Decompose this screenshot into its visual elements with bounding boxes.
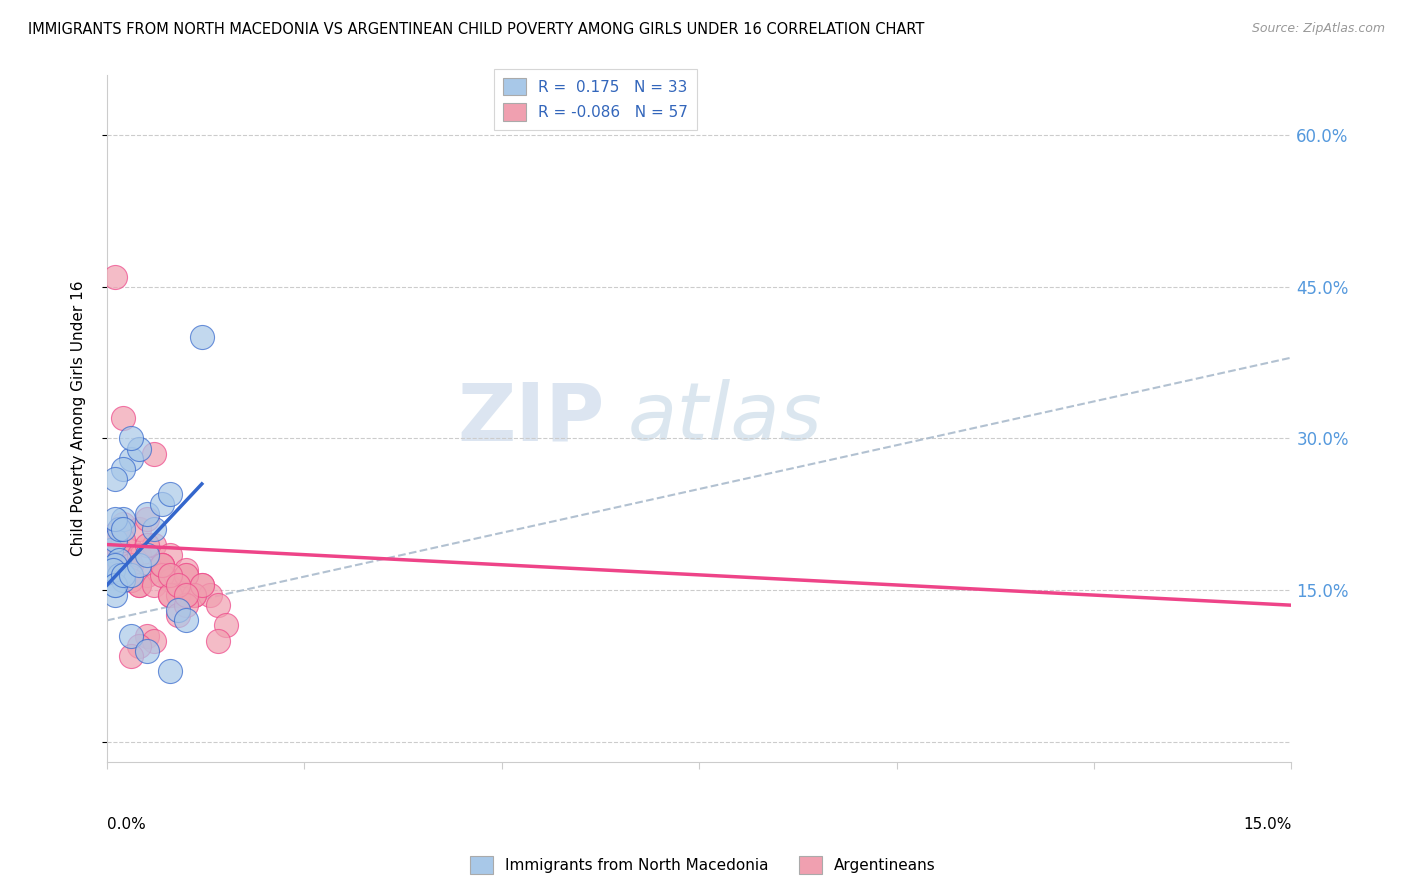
Point: [128, 442, 150, 456]
Point: [120, 648, 142, 663]
Point: [104, 533, 127, 547]
Point: [128, 578, 150, 592]
Point: [198, 588, 221, 602]
Text: IMMIGRANTS FROM NORTH MACEDONIA VS ARGENTINEAN CHILD POVERTY AMONG GIRLS UNDER 1: IMMIGRANTS FROM NORTH MACEDONIA VS ARGEN…: [28, 22, 925, 37]
Point: [150, 558, 173, 572]
Point: [207, 633, 229, 648]
Point: [111, 533, 134, 547]
Point: [159, 548, 181, 562]
Text: Source: ZipAtlas.com: Source: ZipAtlas.com: [1251, 22, 1385, 36]
Point: [167, 603, 190, 617]
Point: [150, 567, 173, 582]
Point: [159, 573, 181, 587]
Point: [159, 588, 181, 602]
Point: [104, 512, 127, 526]
Point: [111, 567, 134, 582]
Point: [214, 618, 236, 632]
Point: [135, 508, 157, 522]
Point: [143, 537, 166, 551]
Point: [174, 598, 197, 612]
Point: [120, 573, 142, 587]
Point: [174, 563, 197, 577]
Point: [135, 567, 157, 582]
Point: [183, 588, 205, 602]
Legend: Immigrants from North Macedonia, Argentineans: Immigrants from North Macedonia, Argenti…: [464, 850, 942, 880]
Point: [159, 487, 181, 501]
Point: [104, 578, 127, 592]
Text: ZIP: ZIP: [457, 379, 605, 458]
Point: [108, 558, 131, 572]
Point: [111, 567, 134, 582]
Point: [207, 598, 229, 612]
Point: [104, 533, 127, 547]
Point: [120, 628, 142, 642]
Text: 15.0%: 15.0%: [1243, 817, 1292, 832]
Legend: R =  0.175   N = 33, R = -0.086   N = 57: R = 0.175 N = 33, R = -0.086 N = 57: [494, 69, 697, 129]
Point: [104, 472, 127, 486]
Point: [150, 558, 173, 572]
Point: [108, 542, 131, 557]
Point: [135, 643, 157, 657]
Point: [104, 558, 127, 572]
Point: [174, 613, 197, 627]
Point: [150, 558, 173, 572]
Point: [143, 522, 166, 536]
Text: atlas: atlas: [628, 379, 823, 458]
Y-axis label: Child Poverty Among Girls Under 16: Child Poverty Among Girls Under 16: [72, 280, 86, 556]
Point: [135, 628, 157, 642]
Point: [103, 563, 125, 577]
Point: [191, 578, 214, 592]
Point: [120, 542, 142, 557]
Point: [104, 548, 127, 562]
Point: [167, 578, 190, 592]
Point: [128, 522, 150, 536]
Point: [167, 608, 190, 623]
Point: [100, 537, 122, 551]
Point: [108, 522, 131, 536]
Point: [159, 567, 181, 582]
Point: [143, 447, 166, 461]
Point: [111, 512, 134, 526]
Point: [135, 537, 157, 551]
Point: [167, 578, 190, 592]
Point: [143, 633, 166, 648]
Point: [174, 588, 197, 602]
Point: [135, 512, 157, 526]
Point: [104, 527, 127, 541]
Point: [128, 639, 150, 653]
Point: [120, 558, 142, 572]
Point: [159, 664, 181, 678]
Point: [120, 558, 142, 572]
Point: [191, 330, 214, 344]
Point: [111, 517, 134, 532]
Point: [104, 578, 127, 592]
Point: [167, 588, 190, 602]
Point: [111, 573, 134, 587]
Point: [174, 567, 197, 582]
Point: [150, 558, 173, 572]
Point: [174, 567, 197, 582]
Point: [120, 451, 142, 466]
Point: [128, 558, 150, 572]
Point: [111, 462, 134, 476]
Point: [108, 552, 131, 566]
Point: [183, 588, 205, 602]
Point: [150, 497, 173, 511]
Point: [120, 432, 142, 446]
Point: [111, 567, 134, 582]
Point: [104, 269, 127, 284]
Point: [191, 578, 214, 592]
Point: [159, 588, 181, 602]
Point: [104, 588, 127, 602]
Point: [135, 548, 157, 562]
Point: [111, 522, 134, 536]
Point: [143, 578, 166, 592]
Point: [128, 548, 150, 562]
Point: [100, 542, 122, 557]
Point: [111, 411, 134, 425]
Point: [128, 578, 150, 592]
Point: [108, 567, 131, 582]
Point: [120, 567, 142, 582]
Text: 0.0%: 0.0%: [107, 817, 146, 832]
